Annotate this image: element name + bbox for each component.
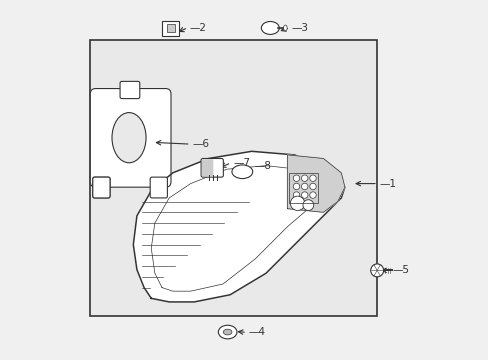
FancyBboxPatch shape bbox=[150, 177, 167, 198]
Bar bbox=[162, 21, 179, 36]
Circle shape bbox=[301, 192, 307, 198]
Ellipse shape bbox=[112, 113, 146, 163]
FancyBboxPatch shape bbox=[90, 40, 376, 316]
Ellipse shape bbox=[261, 22, 279, 35]
Polygon shape bbox=[287, 155, 344, 212]
Bar bbox=[166, 24, 175, 32]
FancyBboxPatch shape bbox=[202, 159, 213, 176]
Circle shape bbox=[303, 200, 313, 211]
Circle shape bbox=[301, 183, 307, 190]
FancyBboxPatch shape bbox=[90, 89, 171, 187]
Text: —3: —3 bbox=[291, 23, 308, 33]
Ellipse shape bbox=[231, 165, 252, 179]
FancyBboxPatch shape bbox=[93, 177, 110, 198]
Circle shape bbox=[293, 192, 299, 198]
Polygon shape bbox=[133, 151, 344, 302]
Circle shape bbox=[293, 175, 299, 181]
Text: —6: —6 bbox=[192, 139, 209, 149]
Text: —1: —1 bbox=[379, 179, 396, 189]
Text: —8: —8 bbox=[254, 161, 271, 171]
Circle shape bbox=[370, 264, 383, 277]
Ellipse shape bbox=[223, 329, 231, 335]
Circle shape bbox=[309, 175, 316, 181]
Text: —5: —5 bbox=[391, 265, 408, 275]
FancyBboxPatch shape bbox=[120, 81, 140, 99]
Bar bbox=[289, 173, 317, 203]
Circle shape bbox=[301, 175, 307, 181]
Text: —2: —2 bbox=[190, 23, 206, 33]
Text: —7: —7 bbox=[233, 158, 249, 168]
FancyBboxPatch shape bbox=[201, 158, 223, 177]
Circle shape bbox=[290, 196, 304, 211]
Text: —4: —4 bbox=[248, 327, 265, 337]
Circle shape bbox=[293, 183, 299, 190]
Ellipse shape bbox=[283, 25, 286, 31]
Ellipse shape bbox=[218, 325, 237, 339]
Circle shape bbox=[309, 192, 316, 198]
Circle shape bbox=[309, 183, 316, 190]
